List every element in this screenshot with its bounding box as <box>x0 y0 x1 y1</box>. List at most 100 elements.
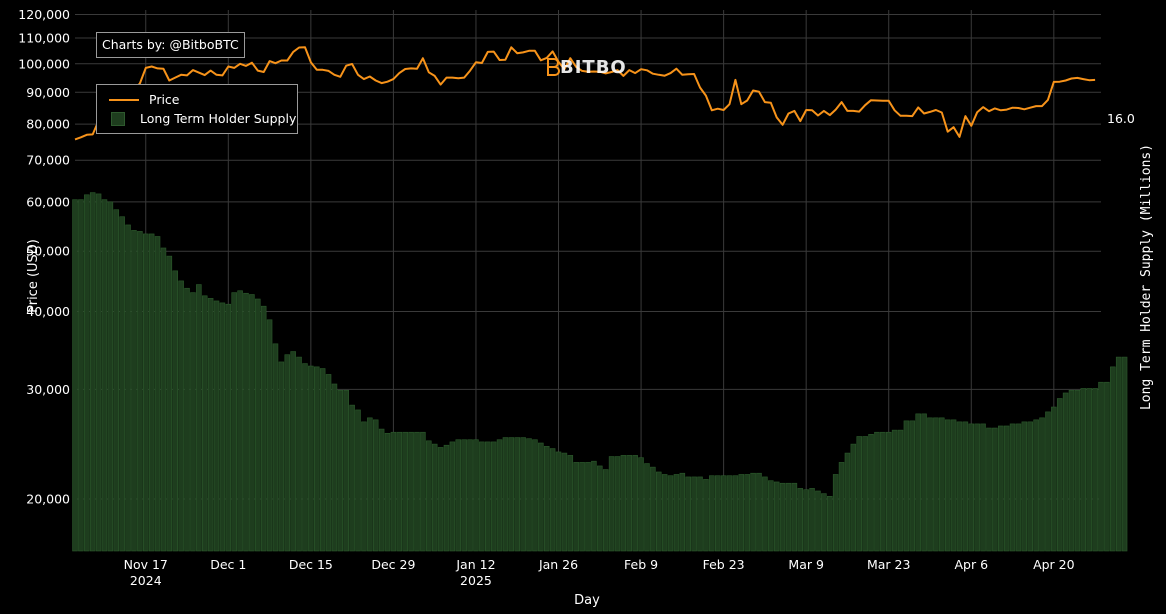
x-tick-year-label: 2024 <box>130 573 162 588</box>
supply-bar <box>1068 389 1075 552</box>
supply-bar <box>520 437 526 552</box>
supply-bar <box>508 437 515 552</box>
supply-bar <box>178 280 184 552</box>
supply-bar <box>762 476 768 552</box>
supply-bar <box>862 436 868 552</box>
supply-bar <box>219 302 226 552</box>
supply-bar <box>602 469 609 552</box>
supply-bar <box>661 474 668 552</box>
supply-bar <box>538 442 544 552</box>
supply-bar <box>980 423 986 552</box>
y-axis-title: Price (USD) <box>26 239 41 313</box>
supply-bar <box>172 270 178 552</box>
y-tick-label: 100,000 <box>18 56 70 71</box>
supply-bar <box>107 201 114 552</box>
supply-bar <box>927 417 933 552</box>
supply-bar <box>555 451 562 552</box>
supply-bar <box>756 472 762 552</box>
y-tick-label: 40,000 <box>26 304 70 319</box>
supply-bar <box>644 463 650 552</box>
supply-bar <box>850 443 857 552</box>
supply-bar <box>579 462 585 552</box>
supply-bar <box>402 431 408 552</box>
supply-bar <box>125 224 131 552</box>
supply-bar <box>532 439 538 552</box>
supply-bar <box>302 363 308 552</box>
supply-bar <box>154 236 161 552</box>
supply-bar <box>243 292 249 552</box>
supply-bar <box>809 488 815 552</box>
supply-bar <box>148 233 155 552</box>
y2-axis-title: Long Term Holder Supply (Millions) <box>1139 144 1154 410</box>
supply-bar <box>272 343 279 552</box>
supply-bar <box>84 194 90 552</box>
supply-bar <box>821 493 827 552</box>
supply-bar <box>284 354 291 552</box>
supply-swatch <box>111 112 125 126</box>
supply-bar <box>231 292 237 552</box>
x-tick-label: Feb 23 <box>703 557 745 572</box>
supply-bar <box>632 455 638 552</box>
supply-bar <box>874 431 880 552</box>
supply-bar <box>290 351 296 552</box>
supply-bar <box>903 420 910 552</box>
supply-bar <box>732 475 739 552</box>
supply-bar <box>490 441 497 552</box>
supply-bar <box>785 482 792 552</box>
supply-bar <box>1021 421 1028 552</box>
supply-bar <box>1015 423 1022 552</box>
supply-bar <box>467 439 473 552</box>
supply-bar <box>650 466 656 552</box>
supply-bar <box>591 460 597 552</box>
supply-bar <box>750 472 756 552</box>
supply-bar <box>962 421 969 552</box>
supply-bar <box>880 431 886 552</box>
supply-bar <box>367 417 373 552</box>
legend-item-price[interactable]: Price <box>109 91 180 109</box>
supply-bar <box>744 474 750 552</box>
supply-bar <box>260 305 267 552</box>
supply-bar <box>143 233 149 552</box>
supply-bar <box>396 431 403 552</box>
supply-bar <box>620 455 627 552</box>
legend-item-supply[interactable]: Long Term Holder Supply <box>109 110 296 128</box>
price-line-group <box>74 46 1096 141</box>
supply-bar <box>679 472 686 552</box>
supply-bar <box>827 495 833 552</box>
supply-bar <box>331 383 338 552</box>
supply-bar <box>1062 392 1069 552</box>
supply-bar <box>408 431 414 552</box>
supply-bar <box>773 481 780 552</box>
supply-bar <box>1121 356 1128 552</box>
supply-bar <box>709 475 715 552</box>
y-axis-ticks: 20,000 30,000 40,000 50,000 60,000 70,000 80,0… <box>18 7 70 507</box>
supply-bar <box>414 431 420 552</box>
supply-bar <box>349 404 355 552</box>
supply-bar <box>361 421 367 552</box>
supply-bar <box>473 439 479 552</box>
supply-bar <box>656 471 662 552</box>
supply-bar <box>768 480 774 552</box>
supply-bars <box>72 192 1128 552</box>
supply-bar <box>549 448 556 552</box>
supply-bar <box>956 421 963 552</box>
supply-bar <box>779 482 786 552</box>
y-tick-label: 70,000 <box>26 153 70 168</box>
supply-bar <box>355 409 361 552</box>
supply-bar <box>626 455 633 552</box>
x-tick-label: Jan 12 <box>455 557 495 572</box>
supply-bar <box>237 290 243 552</box>
supply-bar <box>803 489 809 552</box>
supply-bar <box>390 431 397 552</box>
supply-bar <box>738 474 745 552</box>
supply-bar <box>791 482 798 552</box>
supply-bar <box>1003 425 1010 552</box>
legend-supply-label: Long Term Holder Supply <box>140 111 297 126</box>
supply-bar <box>1045 411 1051 552</box>
y-tick-label: 110,000 <box>18 30 70 45</box>
supply-bar <box>196 284 202 552</box>
supply-bar <box>160 247 167 552</box>
supply-bar <box>1027 421 1033 552</box>
y2-tick-label: 16.0 <box>1107 111 1135 126</box>
x-tick-label: Nov 17 <box>124 557 168 572</box>
